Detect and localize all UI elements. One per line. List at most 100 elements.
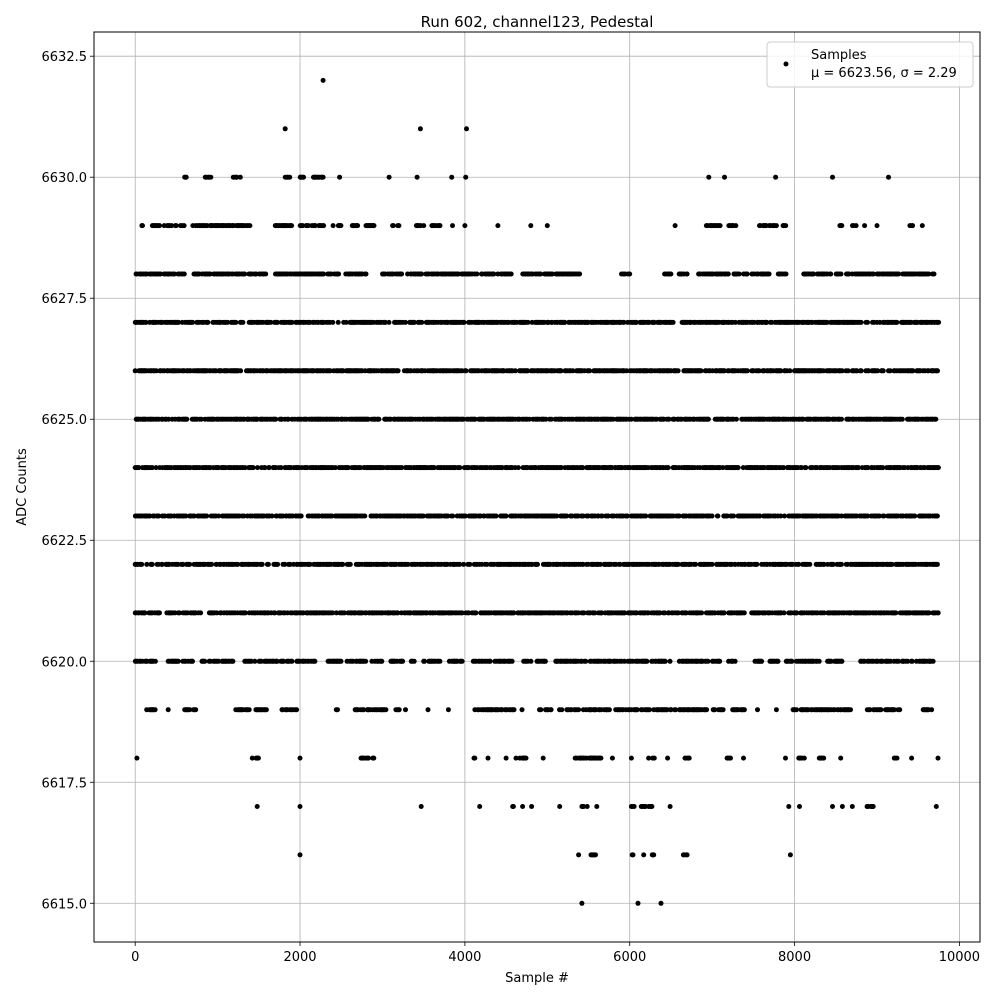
data-point [403, 707, 408, 713]
data-point [511, 610, 517, 616]
data-point [249, 755, 255, 761]
data-point [289, 658, 295, 664]
data-point [376, 416, 382, 422]
data-point [542, 658, 548, 664]
data-point [330, 610, 335, 616]
data-point [848, 707, 853, 713]
data-point [269, 513, 275, 519]
data-point [628, 755, 634, 761]
data-point [340, 561, 346, 567]
data-point [858, 368, 864, 374]
data-point [881, 513, 887, 519]
data-point [419, 271, 425, 277]
data-point [889, 561, 895, 567]
data-point [467, 561, 473, 567]
data-point [242, 465, 248, 471]
data-point [175, 658, 181, 664]
data-point [610, 416, 616, 422]
data-point [463, 368, 469, 374]
data-point [457, 561, 463, 567]
data-point [181, 271, 187, 277]
data-point [379, 658, 385, 664]
data-point [209, 561, 215, 567]
data-point [411, 658, 417, 664]
data-point [684, 271, 690, 277]
data-point [684, 852, 690, 858]
data-point [744, 368, 750, 374]
data-point [933, 416, 939, 422]
data-point [581, 804, 587, 809]
data-point [255, 755, 261, 761]
data-point [274, 658, 280, 664]
data-point [149, 465, 155, 471]
data-point [230, 658, 236, 664]
data-point [934, 561, 940, 567]
data-point [459, 658, 465, 664]
data-point [473, 610, 479, 616]
data-point [593, 852, 598, 858]
data-point [461, 561, 467, 567]
data-point [839, 804, 845, 809]
data-point [670, 319, 676, 325]
data-point [265, 561, 271, 567]
data-point [581, 610, 587, 616]
data-point [830, 804, 835, 809]
data-point [741, 707, 747, 713]
data-point [668, 707, 674, 713]
data-point [717, 658, 723, 664]
data-point [597, 561, 603, 567]
data-point [345, 465, 351, 471]
data-point [899, 416, 905, 422]
data-point [548, 707, 554, 713]
data-point [402, 319, 408, 325]
data-point [584, 804, 590, 809]
data-point [472, 755, 478, 761]
data-point [396, 707, 402, 713]
data-point [156, 513, 162, 519]
data-point [935, 368, 940, 374]
data-point [880, 465, 886, 471]
data-point [794, 707, 799, 713]
data-point [297, 804, 303, 809]
data-point [418, 804, 424, 809]
data-point [705, 658, 711, 664]
data-point [399, 271, 405, 277]
data-point [675, 368, 681, 374]
data-point [462, 513, 468, 519]
data-point [548, 416, 554, 422]
data-point [248, 658, 254, 664]
data-point [757, 513, 763, 519]
data-point [794, 610, 800, 616]
data-point [897, 707, 903, 713]
data-point [580, 465, 586, 471]
data-point [554, 513, 560, 519]
data-point [540, 755, 546, 761]
data-point [609, 755, 615, 761]
data-point [400, 658, 406, 664]
data-point [399, 465, 405, 471]
data-point [698, 368, 704, 374]
data-point [576, 852, 582, 858]
data-point [263, 707, 269, 713]
data-point [594, 804, 600, 809]
data-point [816, 658, 822, 664]
data-point [628, 416, 634, 422]
data-point [880, 368, 886, 374]
data-point [335, 319, 341, 325]
data-point [484, 561, 490, 567]
data-point [193, 707, 199, 713]
data-point [259, 561, 265, 567]
data-point [294, 707, 300, 713]
data-point [693, 561, 699, 567]
data-point [858, 319, 864, 325]
data-point [152, 658, 158, 664]
data-point [510, 804, 516, 809]
data-point [705, 416, 711, 422]
data-point [503, 755, 509, 761]
data-point [153, 465, 159, 471]
data-point [732, 658, 738, 664]
data-point [935, 755, 941, 761]
data-point [622, 610, 628, 616]
data-point [699, 610, 705, 616]
